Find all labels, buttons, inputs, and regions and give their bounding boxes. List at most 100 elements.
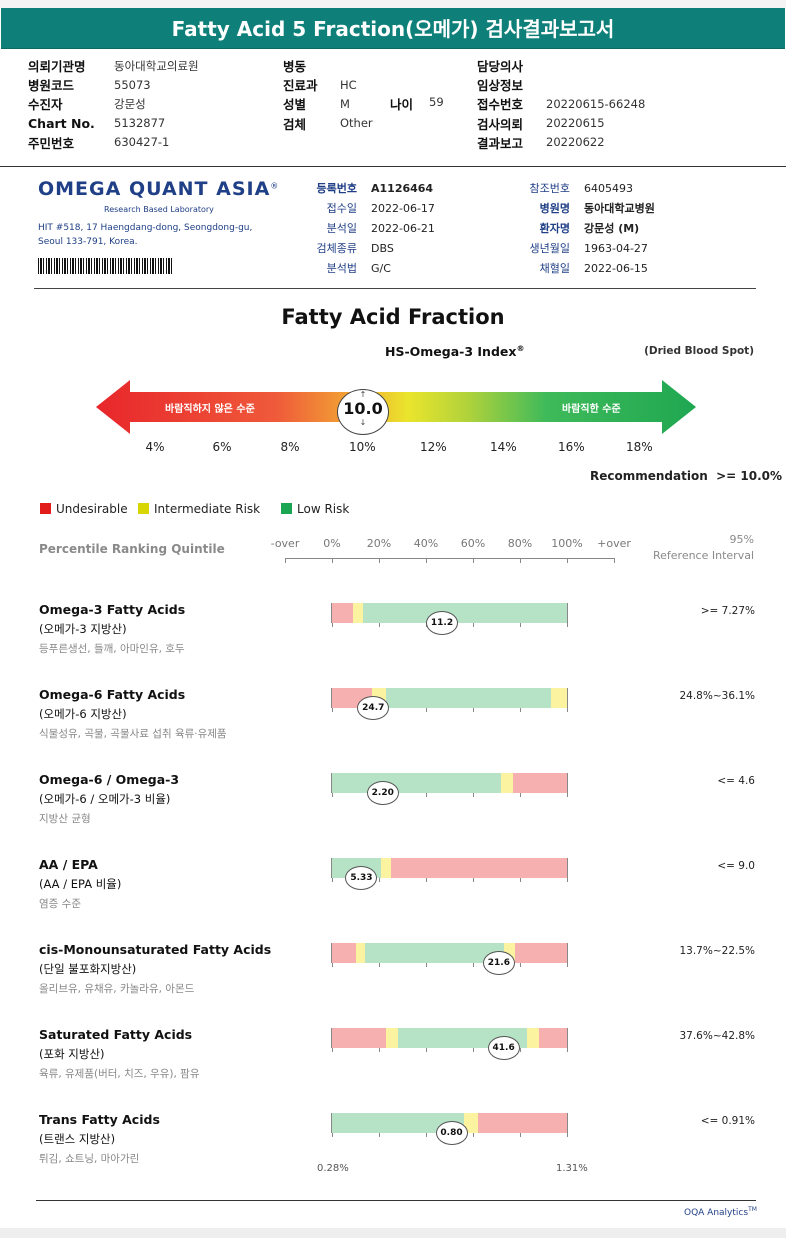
scale-tick-label: 6% [212, 440, 232, 454]
quintile-axis-label: +over [597, 537, 631, 550]
report-title: Fatty Acid 5 Fraction(오메가) 검사결과보고서 [1, 8, 785, 49]
row-description: 염증 수준 [39, 898, 81, 910]
lab-info-value: G/C [371, 261, 391, 275]
info-label: 담당의사 [477, 59, 524, 75]
reference-interval: <= 0.91% [700, 1115, 755, 1127]
lab-info-value: 강문성 (M) [584, 222, 640, 235]
info-row: 진료과 HC [283, 75, 483, 94]
row-description: 육류, 유제품(버터, 치즈, 우유), 팜유 [39, 1068, 200, 1080]
footer-brand: OQA AnalyticsTM [684, 1206, 757, 1218]
info-row: 병원코드 55073 [28, 75, 258, 94]
footer-text: OQA Analytics [684, 1208, 749, 1218]
bar-grid-tick [520, 963, 521, 967]
bar-grid-tick [426, 793, 427, 797]
legend-label: Low Risk [297, 502, 350, 516]
age-label: 나이 [390, 97, 414, 112]
lab-tagline: Research Based Laboratory [104, 205, 214, 214]
info-col-3: 담당의사 임상정보 접수번호 20220615-66248 검사의뢰 20220615 결과… [477, 56, 697, 152]
bar-segment-green [397, 1028, 528, 1048]
recommendation-value: >= 10.0% [716, 469, 783, 483]
bar-grid-tick [567, 623, 568, 627]
lab-info-label: 분석일 [326, 222, 357, 235]
info-label: 결과보고 [477, 135, 524, 151]
recommendation: Recommendation >= 10.0% [590, 469, 782, 483]
bar-grid-tick [426, 878, 427, 882]
bottom-strip [0, 1228, 786, 1238]
lab-info-value: A1126464 [371, 181, 434, 195]
lab-info-row: 접수일 2022-06-17 [290, 198, 490, 218]
row-description: 등푸른생선, 들깨, 아마인유, 호두 [39, 643, 185, 655]
marker-down-arrow: ↓ [359, 418, 367, 427]
info-row: 성별 M [283, 94, 483, 113]
index-label: HS-Omega-3 Index [385, 344, 517, 360]
row-description: 올리브유, 유채유, 카놀라유, 아몬드 [39, 983, 195, 995]
bar-grid-tick [520, 793, 521, 797]
quintile-axis-label: 0% [323, 537, 341, 550]
bar-grid-tick [332, 963, 333, 967]
lab-info-row: 환자명 강문성 (M) [500, 218, 720, 238]
bar-grid-tick [520, 878, 521, 882]
info-label: 검사의뢰 [477, 116, 524, 132]
scale-tick-label: 18% [626, 440, 653, 454]
lab-mid-info: 등록번호 A1126464 접수일 2022-06-17 분석일 2022-06-21 검체… [290, 178, 490, 278]
bar-grid-tick [473, 793, 474, 797]
row-subtitle: (오메가-6 / 오메가-3 비율) [39, 792, 171, 806]
sample-type: (Dried Blood Spot) [644, 345, 754, 357]
lab-info-value: 2022-06-17 [371, 201, 435, 215]
bar-segment-green [364, 943, 504, 963]
bar-segment-green [332, 1113, 464, 1133]
lab-info-label: 분석법 [326, 262, 357, 275]
scale-tick-label: 4% [145, 440, 165, 454]
row-subtitle: (트랜스 지방산) [39, 1132, 116, 1146]
scale-tick-label: 10% [349, 440, 376, 454]
result-value-marker: 41.6 [487, 1036, 520, 1060]
lab-info-label: 병원명 [539, 202, 570, 215]
info-col-1: 의뢰기관명 동아대학교의료원 병원코드 55073 수진자 강문성 Chart No. 513… [28, 56, 258, 152]
info-row: 주민번호 630427-1 [28, 133, 258, 152]
info-label: 진료과 [283, 78, 318, 94]
bar-grid-tick [567, 708, 568, 712]
desirable-level-text: 바람직한 수준 [562, 404, 621, 415]
info-label: Chart No. [28, 115, 95, 131]
lab-info-label: 검체종류 [316, 242, 357, 255]
info-value: 630427-1 [114, 135, 170, 150]
quintile-axis-label: 80% [507, 537, 533, 550]
quintile-axis-tick [614, 558, 615, 563]
reference-interval: 13.7%~22.5% [679, 945, 755, 957]
bar-grid-tick [426, 963, 427, 967]
bar-grid-tick [332, 708, 333, 712]
row-subtitle: (AA / EPA 비율) [39, 877, 122, 891]
info-value: 5132877 [114, 116, 166, 131]
quintile-axis-tick [426, 558, 427, 563]
info-label: 수진자 [28, 97, 63, 113]
bar-segment-red [332, 943, 356, 963]
lab-info-row: 병원명 동아대학교병원 [500, 198, 720, 218]
bar-segment-yellow [381, 858, 391, 878]
lab-info-label: 채혈일 [539, 262, 570, 275]
info-row: 검체 Other [283, 114, 483, 133]
lab-info-row: 참조번호 6405493 [500, 178, 720, 198]
info-row: 접수번호 20220615-66248 [477, 94, 697, 113]
quintile-axis-line [285, 558, 614, 559]
quintile-axis-tick [567, 558, 568, 563]
lab-info-value: DBS [371, 241, 394, 255]
row-title: cis-Monounsaturated Fatty Acids [39, 942, 272, 957]
result-bar: 11.2 [331, 603, 568, 635]
bar-grid-tick [426, 1133, 427, 1137]
bar-segment-red [332, 1028, 387, 1048]
bar-grid-tick [379, 793, 380, 797]
result-bar: 5.33 [331, 858, 568, 890]
info-label: 접수번호 [477, 97, 524, 113]
age-value: 59 [429, 95, 444, 109]
recommendation-label: Recommendation [590, 469, 708, 483]
bar-grid-tick [473, 708, 474, 712]
info-row: 담당의사 [477, 56, 697, 75]
info-row: 수진자 강문성 [28, 94, 258, 113]
ref-title-1: 95% [729, 533, 754, 546]
bar-segment-red [512, 773, 567, 793]
bar-segment-red [390, 858, 567, 878]
reference-interval: <= 9.0 [717, 860, 755, 872]
quintile-axis-label: 100% [551, 537, 583, 550]
info-value: 동아대학교의료원 [114, 58, 199, 73]
bar-grid-tick [332, 1048, 333, 1052]
